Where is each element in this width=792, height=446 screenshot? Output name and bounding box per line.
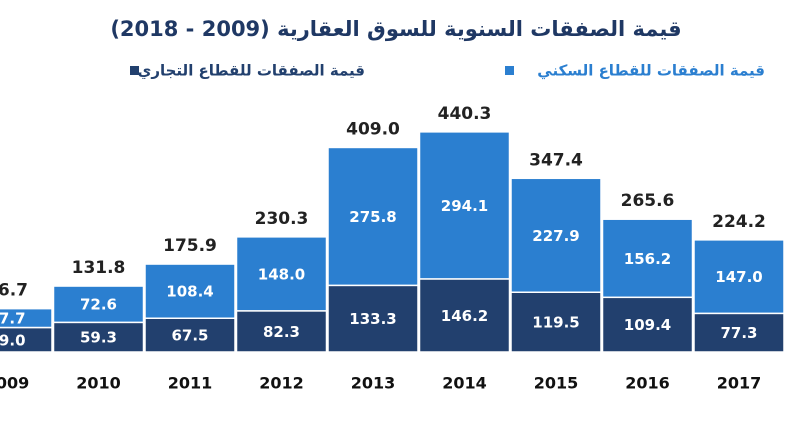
legend-label: قيمة الصفقات للقطاع السكني [537,62,765,80]
value-label: 275.8 [349,208,396,226]
value-label: 146.2 [441,307,488,325]
bar-segment [510,291,602,353]
x-tick-label: 2010 [76,374,121,393]
chart-title: قيمة الصفقات السنوية للسوق العقارية (200… [110,17,681,41]
bar-segment [601,218,694,299]
value-label: 119.5 [532,314,579,332]
total-label: 265.6 [621,191,675,211]
value-label: 59.3 [80,329,117,347]
bar-segment [510,177,602,293]
value-label: 133.3 [349,310,396,328]
total-label: 347.4 [529,150,583,170]
value-label: 108.4 [166,283,213,301]
total-label: 440.3 [438,104,492,124]
value-label: 72.6 [80,296,117,314]
x-tick-label: 2015 [534,374,579,393]
bar-segment [235,236,328,312]
value-label: 109.4 [624,316,671,334]
x-tick-label: 2012 [259,374,304,393]
legend-swatch [130,66,139,75]
total-label: 409.0 [346,119,400,139]
total-label: 131.8 [72,258,126,278]
value-label: 148.0 [258,265,305,283]
bar-segment [601,296,694,353]
x-tick-label: 2013 [351,374,396,393]
bar-segment [144,317,236,353]
value-label: 37.7 [0,310,26,328]
bar-segment [418,278,511,353]
x-tick-label: 2016 [625,374,670,393]
bar-segment [0,307,53,329]
total-label: 86.7 [0,281,28,301]
bar-segment [693,239,785,315]
value-label: 77.3 [720,324,757,342]
bar-segment [327,146,419,287]
x-tick-label: 2009 [0,374,29,393]
bar-segment [327,284,419,353]
value-label: 49.0 [0,331,26,349]
bar-segment [0,326,53,353]
value-label: 156.2 [624,250,671,268]
value-label: 67.5 [171,327,208,345]
value-label: 294.1 [441,197,488,215]
x-tick-label: 2011 [168,374,213,393]
value-label: 147.0 [715,268,762,286]
total-label: 175.9 [163,236,217,256]
bar-segment [418,131,511,280]
value-label: 227.9 [532,227,579,245]
value-label: 82.3 [263,323,300,341]
bar-segment [144,263,236,319]
legend-swatch [505,66,514,75]
bar-segment [235,310,328,353]
legend-label: قيمة الصفقات للقطاع التجاري [138,62,365,81]
x-tick-label: 2017 [717,374,762,393]
total-label: 224.2 [712,212,766,232]
total-label: 230.3 [255,209,309,229]
bar-segment [52,285,145,324]
x-tick-label: 2014 [442,374,487,393]
